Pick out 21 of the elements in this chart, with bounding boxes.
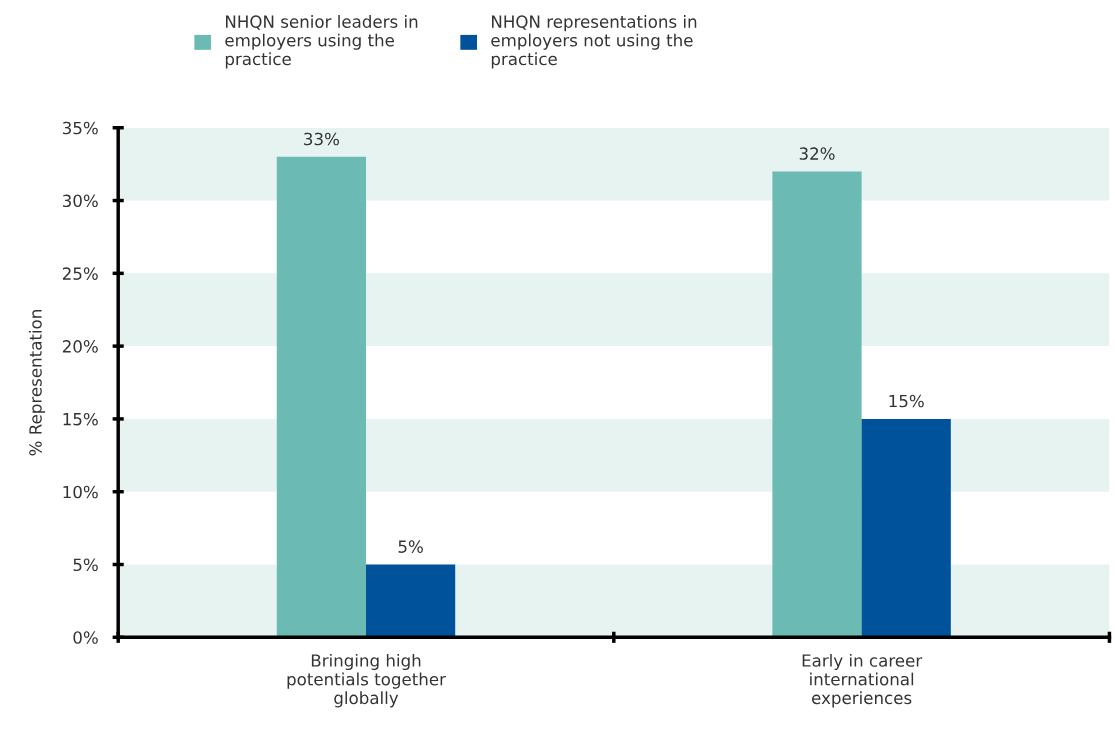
y-tick-label: 25% [62,267,98,280]
y-tick-label: 15% [63,412,98,426]
y-tick-label: 0% [73,631,98,644]
bar [772,171,862,638]
bar [366,564,456,638]
data-label: 33% [304,132,339,146]
y-axis-title: % Representation [28,310,46,456]
legend-label: NHQN representations in employers not using the practice [491,15,697,69]
y-tick-label: 5% [73,558,98,572]
y-tick-label: 35% [62,121,98,135]
data-label: 5% [398,540,423,553]
data-label: 15% [889,394,924,408]
y-tick-label: 10% [63,485,98,499]
x-tick-label: Bringing high potentials together globally [287,653,446,708]
y-tick-label: 30% [62,194,98,208]
x-tick-label: Early in career international experiences [802,653,923,708]
bar [276,156,366,638]
legend-label: NHQN senior leaders in employers using the practice [225,15,418,69]
y-tick-label: 20% [62,340,98,353]
data-label: 32% [799,147,835,160]
bar [861,418,951,638]
